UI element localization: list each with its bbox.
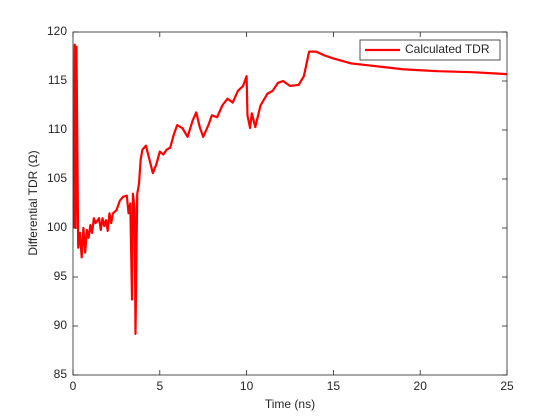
x-tick-label: 20	[414, 379, 428, 393]
x-tick-label: 15	[327, 379, 341, 393]
x-tick-label: 0	[70, 379, 77, 393]
legend-label: Calculated TDR	[405, 42, 490, 56]
data-line	[73, 43, 507, 335]
y-axis-label: Differential TDR (Ω)	[26, 150, 40, 255]
x-axis-label: Time (ns)	[265, 397, 315, 411]
y-tick-label: 90	[54, 318, 68, 332]
plot-area	[73, 32, 507, 375]
x-tick-label: 25	[500, 379, 514, 393]
legend-box	[359, 39, 501, 61]
y-tick-label: 115	[48, 73, 67, 87]
y-tick-label: 105	[47, 171, 67, 185]
y-tick-label: 110	[48, 122, 67, 136]
y-tick-label: 100	[47, 220, 67, 234]
y-tick-label: 95	[54, 269, 68, 283]
x-tick-label: 10	[240, 379, 254, 393]
x-tick-label: 5	[156, 379, 163, 393]
axes-box	[72, 31, 508, 376]
y-tick-label: 120	[47, 24, 67, 38]
y-tick-label: 85	[54, 367, 68, 381]
